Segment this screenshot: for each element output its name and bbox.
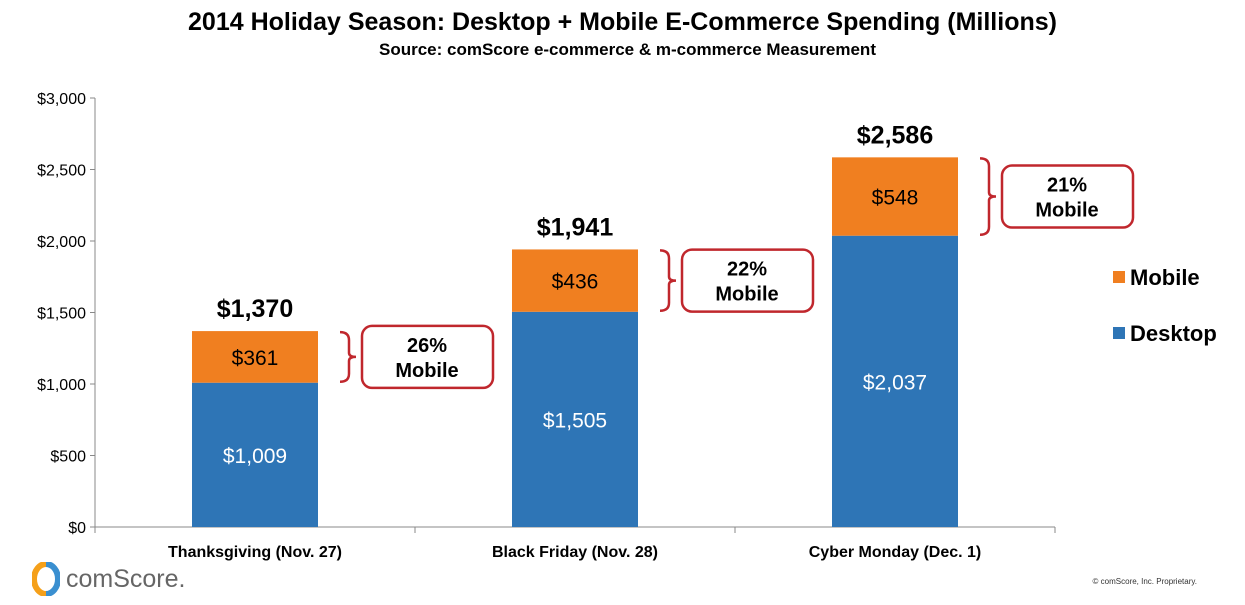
total-label: $1,941: [537, 213, 614, 241]
y-tick-label: $1,500: [37, 306, 86, 323]
x-tick-label: Thanksgiving (Nov. 27): [168, 544, 342, 561]
total-label: $2,586: [857, 121, 933, 149]
y-tick-label: $0: [68, 520, 86, 537]
bar-value-label: $1,505: [543, 409, 607, 432]
legend-swatch-desktop: [1113, 327, 1125, 339]
bar-desktop: [192, 382, 318, 527]
bracket: [659, 249, 677, 313]
bar-mobile: [192, 331, 318, 383]
callout-box: [1000, 164, 1135, 229]
bar-value-label: $361: [232, 347, 279, 370]
bracket: [339, 330, 357, 383]
bar-mobile: [832, 157, 958, 236]
comscore-logo: comScore.: [32, 562, 185, 596]
callout-label: Mobile: [715, 284, 778, 306]
y-tick-label: $2,500: [37, 163, 86, 180]
logo-text: comScore.: [66, 564, 186, 593]
callout-label: Mobile: [395, 360, 458, 382]
legend-label-desktop: Desktop: [1130, 321, 1217, 346]
bracket: [979, 157, 997, 236]
callout-box: [360, 324, 495, 390]
bar-desktop: [832, 235, 958, 528]
callout-percent: 21%: [1047, 175, 1087, 197]
bar-value-label: $2,037: [863, 371, 927, 394]
bar-mobile: [512, 249, 638, 312]
bar-desktop: [512, 311, 638, 527]
callout-percent: 26%: [407, 335, 447, 357]
x-tick-label: Black Friday (Nov. 28): [492, 544, 658, 561]
y-tick-label: $1,000: [37, 377, 86, 394]
total-label: $1,370: [217, 295, 293, 323]
chart-subtitle: Source: comScore e-commerce & m-commerce…: [379, 40, 876, 59]
callout-label: Mobile: [1035, 200, 1098, 222]
copyright: © comScore, Inc. Proprietary.: [1092, 577, 1197, 586]
y-tick-label: $500: [50, 449, 86, 466]
y-tick-label: $3,000: [37, 91, 86, 108]
callout-percent: 22%: [727, 259, 767, 281]
bar-value-label: $1,009: [223, 445, 287, 468]
chart-title: 2014 Holiday Season: Desktop + Mobile E-…: [188, 8, 1057, 36]
bar-value-label: $548: [872, 187, 919, 210]
callout-box: [680, 248, 815, 313]
comscore-logo-icon: [32, 562, 60, 596]
x-tick-label: Cyber Monday (Dec. 1): [809, 544, 981, 561]
legend-label-mobile: Mobile: [1130, 265, 1200, 290]
y-tick-label: $2,000: [37, 234, 86, 251]
legend-swatch-mobile: [1113, 271, 1125, 283]
bar-value-label: $436: [552, 271, 599, 294]
